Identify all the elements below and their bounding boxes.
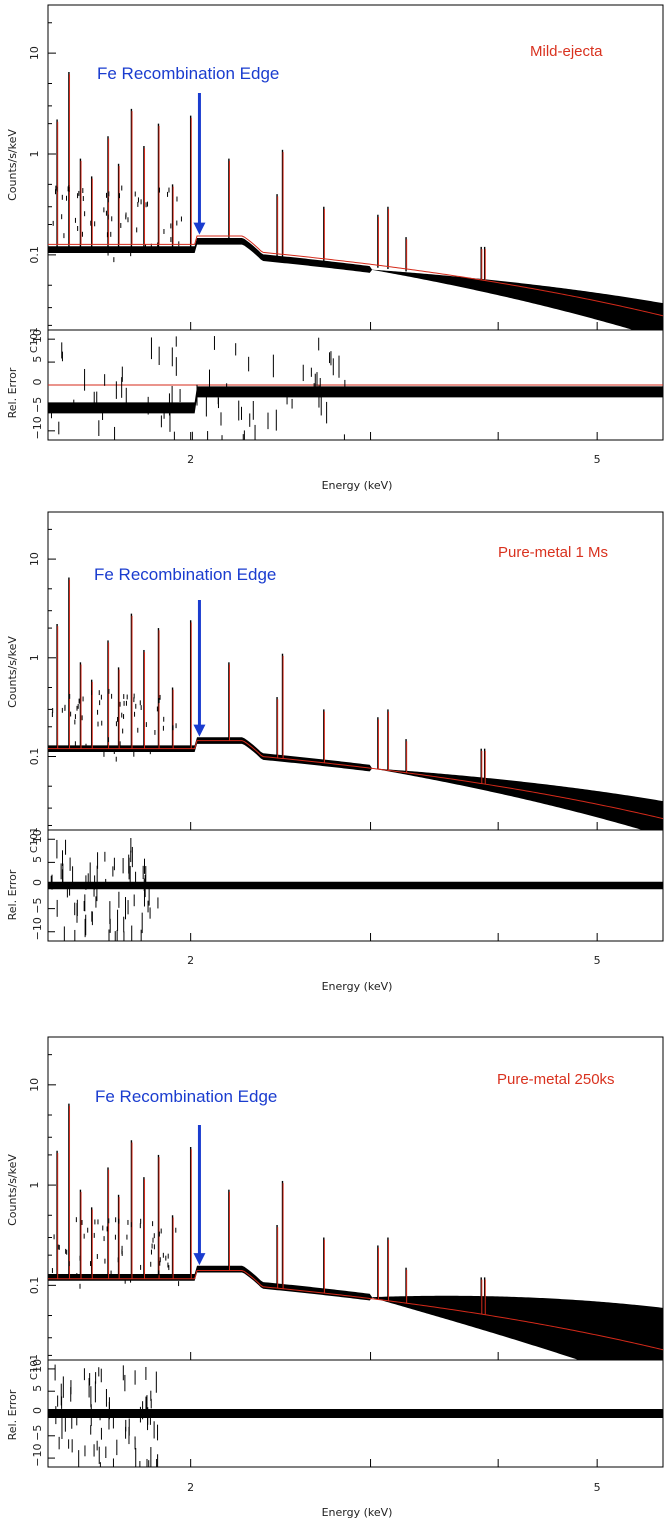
residual-tick-label: −10 [31,1443,44,1466]
y-tick-label: 10 [28,552,41,566]
annotation-arrow-head [193,222,206,235]
spectrum-figure-pure-metal-1ms: 0.1 1 10 2 5 10 5 0 −5 −10 Pure-metal 1 Ms Fe Re… [6,511,664,993]
y-tick-label: 1 [28,1182,41,1189]
annotation-fe-edge: Fe Recombination Edge [97,64,279,83]
panel-label: Pure-metal 250ks [497,1071,615,1088]
residual-tick-label: 10 [31,1359,44,1373]
spectrum-panel: 0.1 1 10 [28,1036,664,1361]
y-axis-label: Counts/s/keV [6,129,19,201]
x-axis-label: Energy (keV) [322,980,393,993]
model-curve [48,740,664,820]
residual-tick-label: 0 [31,379,44,386]
annotation-fe-edge: Fe Recombination Edge [95,1087,277,1106]
y-tick-label: 1 [28,654,41,661]
y-axis-label: Counts/s/keV [6,1154,19,1226]
residual-tick-label: 10 [31,829,44,843]
data-band [48,737,663,830]
y-tick-label: 10 [28,1078,41,1092]
x-axis-label: Energy (keV) [322,479,393,492]
residual-tick-label: 10 [31,329,44,343]
x-axis-label: Energy (keV) [322,1506,393,1519]
residual-tick-label: −10 [31,917,44,940]
x-tick-label: 2 [187,954,194,967]
residual-tick-label: 0 [31,1407,44,1414]
panel-label: Mild-ejecta [530,43,603,60]
residual-band [48,386,663,414]
residual-y-extra: C101 [29,827,40,853]
model-curve [48,1269,664,1351]
x-tick-label: 5 [594,453,601,466]
y-tick-label: 10 [28,46,41,60]
spectrum-figure-mild-ejecta: 0.1 1 10 2 5 10 5 0 −5 −10 Mild-ejecta Fe Recomb… [6,4,664,492]
residual-tick-label: −5 [31,1425,44,1441]
panel-label: Pure-metal 1 Ms [498,544,608,561]
x-tick-label: 5 [594,1481,601,1494]
residual-y-extra: C101 [29,1354,40,1380]
residual-panel: 2 5 10 5 0 −5 −10 [31,829,664,967]
spectrum-panel: 0.1 1 10 [28,511,664,831]
residual-tick-label: −10 [31,416,44,439]
residual-y-label: Rel. Error [6,1389,19,1440]
y-tick-label: 0.1 [28,1277,41,1295]
residual-y-label: Rel. Error [6,869,19,920]
spectrum-panel: 0.1 1 10 [28,4,664,331]
x-tick-label: 5 [594,954,601,967]
residual-panel: 2 5 10 5 0 −5 −10 [31,329,664,466]
data-band [48,237,663,330]
residual-tick-label: 0 [31,879,44,886]
y-tick-label: 0.1 [28,246,41,263]
residual-tick-label: −5 [31,898,44,914]
annotation-fe-edge: Fe Recombination Edge [94,565,276,584]
y-tick-label: 1 [28,151,41,158]
residual-y-label: Rel. Error [6,367,19,418]
y-tick-label: 0.1 [28,748,41,766]
spectrum-figure-pure-metal-250ks: 0.1 1 10 2 5 10 5 0 −5 −10 Pure-metal 250ks Fe R… [6,1036,664,1519]
residual-y-extra: C101 [29,327,40,353]
data-band [48,1265,663,1360]
residual-tick-label: −5 [31,397,44,413]
residual-tick-label: 5 [31,1385,44,1392]
y-axis-label: Counts/s/keV [6,636,19,708]
annotation-arrow-head [193,1253,206,1266]
x-tick-label: 2 [187,453,194,466]
annotation-arrow-head [193,724,206,737]
residual-tick-label: 5 [31,356,44,363]
residual-tick-label: 5 [31,856,44,863]
x-tick-label: 2 [187,1481,194,1494]
model-curve [48,235,664,317]
residual-band [48,1409,663,1418]
residual-band [48,881,663,890]
residual-panel: 2 5 10 5 0 −5 −10 [31,1359,664,1494]
